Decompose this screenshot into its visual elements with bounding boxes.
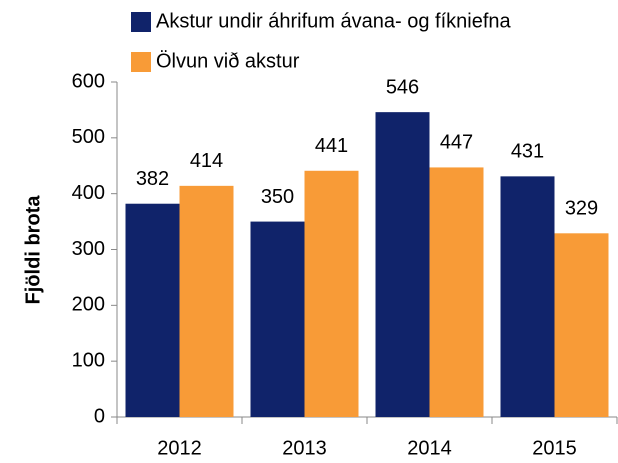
x-tick-label: 2012 (157, 437, 202, 459)
data-label: 329 (565, 198, 598, 220)
legend-label: Akstur undir áhrifum ávana- og fíkniefna (156, 10, 512, 32)
legend-swatch (131, 52, 151, 72)
x-tick-label: 2013 (282, 437, 327, 459)
bar (125, 203, 180, 417)
bar (554, 233, 609, 417)
y-tick-label: 300 (72, 238, 105, 260)
y-tick-label: 200 (72, 294, 105, 316)
data-label: 447 (440, 132, 473, 154)
data-label: 382 (136, 168, 169, 190)
y-tick-label: 400 (72, 182, 105, 204)
y-tick-label: 600 (72, 70, 105, 92)
bar (304, 170, 359, 417)
legend-label: Ölvun við akstur (156, 50, 300, 72)
y-tick-label: 500 (72, 126, 105, 148)
data-label: 431 (511, 141, 544, 163)
data-label: 546 (386, 76, 419, 98)
data-label: 414 (190, 150, 223, 172)
bar (429, 167, 484, 417)
data-label: 350 (261, 186, 294, 208)
bar (250, 221, 305, 417)
bar (500, 176, 555, 417)
legend-swatch (131, 12, 151, 32)
x-tick-label: 2014 (407, 437, 452, 459)
bar (179, 185, 234, 417)
data-label: 441 (315, 135, 348, 157)
bar (375, 112, 430, 418)
x-tick-label: 2015 (532, 437, 577, 459)
y-tick-label: 0 (94, 405, 105, 427)
y-tick-label: 100 (72, 349, 105, 371)
y-axis-label: Fjöldi brota (22, 195, 44, 305)
